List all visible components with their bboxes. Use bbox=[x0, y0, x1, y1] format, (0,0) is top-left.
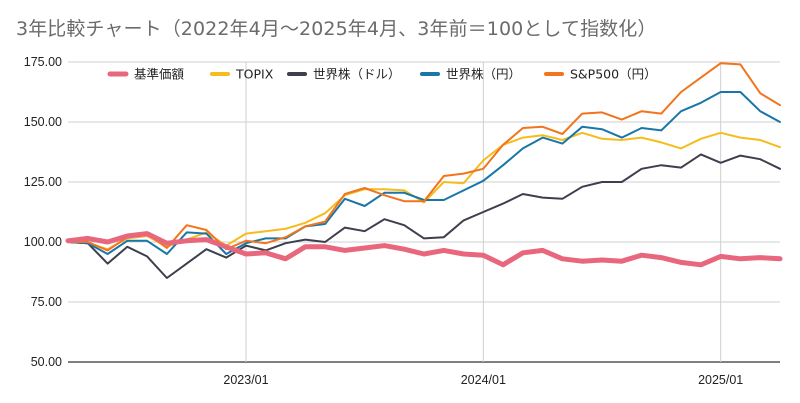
series-line bbox=[67, 153, 781, 279]
series-lines bbox=[65, 62, 783, 279]
series-line bbox=[67, 91, 781, 255]
y-tick-label: 150.00 bbox=[24, 115, 62, 129]
x-tick-label: 2025/01 bbox=[698, 373, 743, 387]
grid: 50.00 75.00 100.00 125.00 150.00 175.00 2023/0… bbox=[24, 55, 780, 387]
series-line bbox=[65, 231, 783, 268]
y-tick-label: 175.00 bbox=[24, 55, 62, 69]
chart-title: 3年比較チャート（2022年4月～2025年4月、3年前＝100として指数化） bbox=[16, 18, 657, 40]
legend-label: TOPIX bbox=[235, 67, 274, 82]
legend-label: 基準価額 bbox=[134, 67, 185, 82]
legend-label: 世界株（円） bbox=[446, 67, 521, 82]
y-tick-label: 100.00 bbox=[24, 235, 62, 249]
y-tick-label: 125.00 bbox=[24, 175, 62, 189]
legend: 基準価額 TOPIX 世界株（ドル） 世界株（円） S&P500（円） bbox=[107, 67, 657, 82]
y-tick-label: 75.00 bbox=[31, 295, 62, 309]
x-tick-label: 2024/01 bbox=[461, 373, 506, 387]
x-tick-label: 2023/01 bbox=[223, 373, 268, 387]
series-line bbox=[67, 62, 781, 252]
y-tick-label: 50.00 bbox=[31, 355, 62, 369]
series-line bbox=[67, 131, 781, 251]
legend-label: S&P500（円） bbox=[570, 67, 657, 82]
legend-label: 世界株（ドル） bbox=[313, 67, 401, 82]
